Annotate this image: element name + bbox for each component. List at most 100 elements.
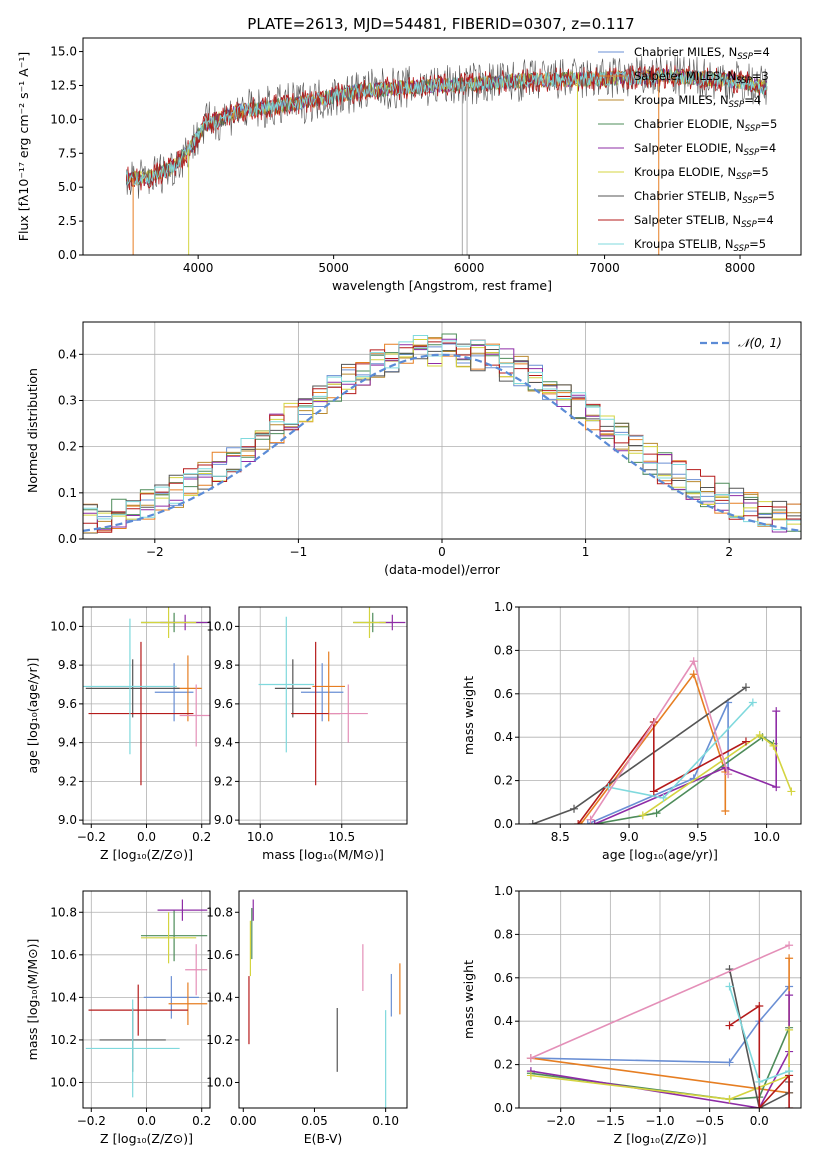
x-axis-label: E(B-V) [304,1131,343,1146]
plot-area [85,899,208,1098]
y-tick-label: 0.3 [58,393,77,407]
x-tick-label: 0.0 [137,1114,156,1128]
y-tick-label: 10.0 [206,619,233,633]
y-tick-label: 0.2 [58,440,77,454]
x-tick-label: 7000 [589,261,620,275]
x-tick-label: −0.2 [77,1114,106,1128]
y-tick-label: 9.0 [58,813,77,827]
legend-label: Kroupa MILES, N [634,93,729,107]
x-tick-label: 0.0 [137,830,156,844]
legend-suffix: =5 [749,237,766,251]
x-tick-label: −1 [290,545,308,559]
x-tick-label: −1.5 [596,1114,625,1128]
age-vs-mass-panel: 10.0 10.5 9.0 9.2 9.4 9.6 9.8 10.0 mass [log₁₀(M… [206,606,408,862]
legend-sub: SSP [734,244,750,254]
legend-label: Salpeter STELIB, N [634,213,741,227]
massweight-marker [725,1095,734,1104]
massweight-marker [583,820,592,824]
legend-suffix: =4 [753,45,770,59]
legend-entry: Kroupa MILES, NSSP=4 [634,93,761,110]
massweight-marker [590,820,599,824]
massweight-marker [755,731,764,740]
panels: 4000 5000 6000 7000 80000.02.55.07.510.012.5… [16,37,802,1146]
plot-area [526,941,794,1108]
x-tick-label: 0.2 [192,1114,211,1128]
y-tick-label: 10.0 [50,619,77,633]
legend-entry: Salpeter MILES, NSSP=3 [634,69,769,86]
x-tick-label: 4000 [183,261,214,275]
y-tick-label: 10.0 [206,1075,233,1089]
spectrum-line [126,64,768,191]
massweight-marker [725,1021,734,1030]
y-axis-label: mass weight [461,676,476,755]
x-axis-label: mass [log₁₀(M/M⊙)] [262,847,384,862]
axes-frame [82,37,802,256]
massweight-line [729,1004,790,1108]
legend-suffix: =3 [752,69,769,83]
massweight-marker [725,1058,734,1067]
massweight-marker [785,991,794,1000]
x-axis-label: (data-model)/error [384,562,501,577]
x-tick-label: 0.05 [301,1114,328,1128]
y-tick-label: 10.2 [206,1033,233,1047]
x-tick-label: −2 [146,545,164,559]
y-tick-label: 0.4 [494,1014,513,1028]
y-tick-label: 9.6 [214,697,233,711]
plot-area [83,607,210,786]
y-axis-label: Flux [fλ10⁻¹⁷ erg cm⁻² s⁻¹ A⁻¹] [16,52,31,241]
massweight-marker [725,982,734,991]
massweight-marker [785,941,794,950]
y-tick-label: 0.6 [494,687,513,701]
y-tick-label: 10.8 [206,905,233,919]
legend-label: Chabrier ELODIE, N [634,117,745,131]
massweight-marker [649,787,658,796]
y-tick-label: 12.5 [50,78,77,92]
x-tick-label: 1 [582,545,590,559]
x-tick-label: 0.2 [192,830,211,844]
legend-label: Salpeter MILES, N [634,69,736,83]
x-tick-label: 5000 [318,261,349,275]
x-tick-label: 0 [438,545,446,559]
massweight-marker [526,1054,535,1063]
massweight-marker [772,707,781,716]
massweight-marker [570,804,579,813]
histogram-series [83,335,801,539]
plot-area [126,54,768,255]
massweight-marker [785,1025,794,1034]
legend-sub: SSP [729,100,745,110]
massweight-marker [689,670,698,679]
mass-vs-EBV-panel: 0.00 0.05 0.10 10.0 10.2 10.4 10.6 10.8 E(B-V) [206,890,408,1146]
y-tick-label: 10.6 [50,948,77,962]
x-tick-label: 0.0 [750,1114,769,1128]
plot-area [528,657,796,824]
massweight-line [642,734,793,816]
plot-area [83,333,801,539]
massweight-marker [755,1104,764,1108]
y-tick-label: 15.0 [50,45,77,59]
y-tick-label: 10.4 [206,990,233,1004]
spectrum-line [126,69,768,186]
y-tick-label: 0.4 [58,347,77,361]
legend-entry: 𝒩(0, 1) [738,336,782,350]
legend-suffix: =4 [757,213,774,227]
y-tick-label: 10.6 [206,948,233,962]
massweight-marker [689,657,698,666]
x-tick-label: −2.0 [546,1114,575,1128]
massweight-vs-age-panel: 8.5 9.0 9.5 10.0 0.0 0.2 0.4 0.6 0.8 1.0 age [log₁… [461,600,802,862]
y-tick-label: 1.0 [494,884,513,898]
massweight-line [577,719,747,824]
legend-entry: Chabrier MILES, NSSP=4 [634,45,770,62]
massweight-marker [755,1077,764,1086]
legend-sub: SSP [744,148,760,158]
legend-sub: SSP [742,196,758,206]
x-tick-label: 9.0 [620,830,639,844]
y-tick-label: 0.0 [494,817,513,831]
legend-label: Chabrier MILES, N [634,45,737,59]
massweight-line [532,686,747,824]
x-tick-label: 8000 [725,261,756,275]
y-tick-label: 0.0 [58,248,77,262]
legend-suffix: =5 [758,189,775,203]
x-axis-label: wavelength [Angstrom, rest frame] [332,278,552,293]
x-tick-label: −0.2 [77,830,106,844]
